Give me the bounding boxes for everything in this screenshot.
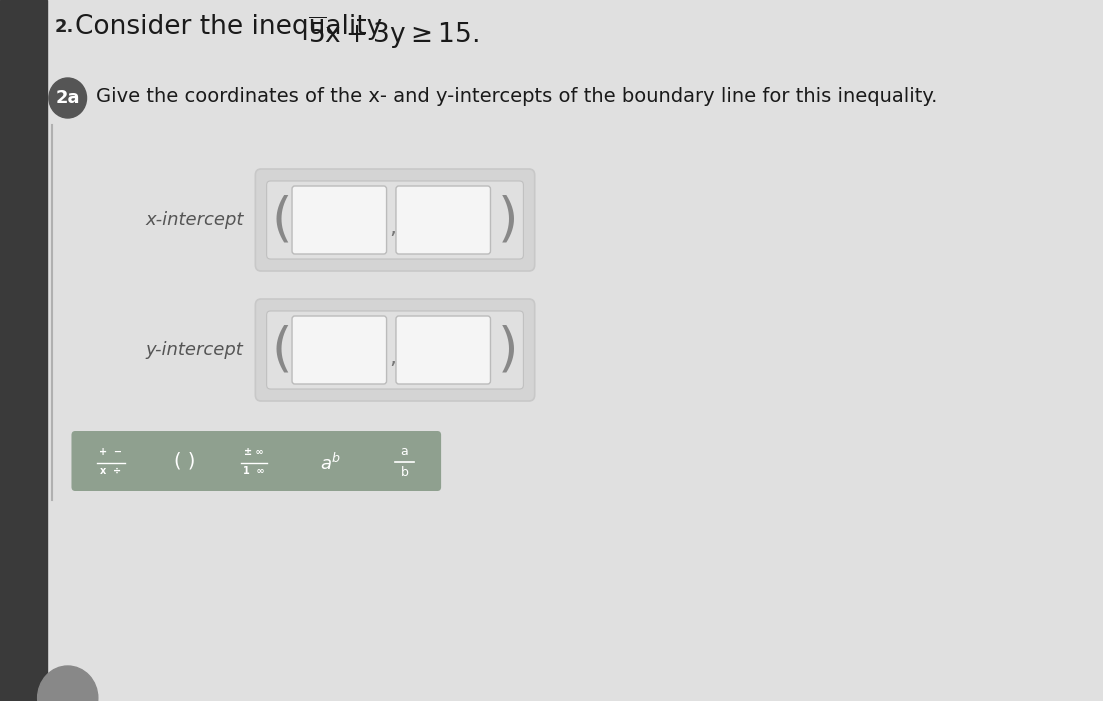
FancyBboxPatch shape [72, 431, 441, 491]
Text: $\mathdefault{\overline{5}x+3y\geq15.}$: $\mathdefault{\overline{5}x+3y\geq15.}$ [309, 14, 479, 50]
Text: x-intercept: x-intercept [146, 211, 244, 229]
Text: Give the coordinates of the x- and y-intercepts of the boundary line for this in: Give the coordinates of the x- and y-int… [96, 88, 938, 107]
FancyBboxPatch shape [267, 181, 524, 259]
Text: Consider the inequality: Consider the inequality [75, 14, 390, 40]
FancyBboxPatch shape [267, 311, 524, 389]
FancyBboxPatch shape [256, 299, 535, 401]
Text: (: ( [271, 324, 292, 376]
FancyBboxPatch shape [256, 169, 535, 271]
Text: y-intercept: y-intercept [146, 341, 244, 359]
Text: ,: , [389, 218, 396, 238]
Text: +  −: + − [99, 447, 122, 457]
Circle shape [49, 78, 86, 118]
Text: ,: , [389, 348, 396, 368]
Text: ): ) [499, 324, 518, 376]
FancyBboxPatch shape [396, 186, 491, 254]
Text: ): ) [499, 194, 518, 246]
Text: ( ): ( ) [173, 451, 195, 470]
Text: (: ( [271, 194, 292, 246]
Text: ± ∞: ± ∞ [244, 447, 264, 457]
Text: a: a [400, 445, 408, 458]
Text: $a^b$: $a^b$ [321, 452, 342, 474]
Text: 1  ∞: 1 ∞ [243, 466, 265, 476]
Bar [0, 0, 47, 701]
FancyBboxPatch shape [396, 316, 491, 384]
Text: b: b [400, 466, 408, 479]
Text: 2.: 2. [54, 18, 74, 36]
FancyBboxPatch shape [292, 186, 386, 254]
FancyBboxPatch shape [292, 316, 386, 384]
Text: x  ÷: x ÷ [100, 466, 121, 476]
Circle shape [38, 666, 98, 701]
Text: 2a: 2a [55, 89, 81, 107]
